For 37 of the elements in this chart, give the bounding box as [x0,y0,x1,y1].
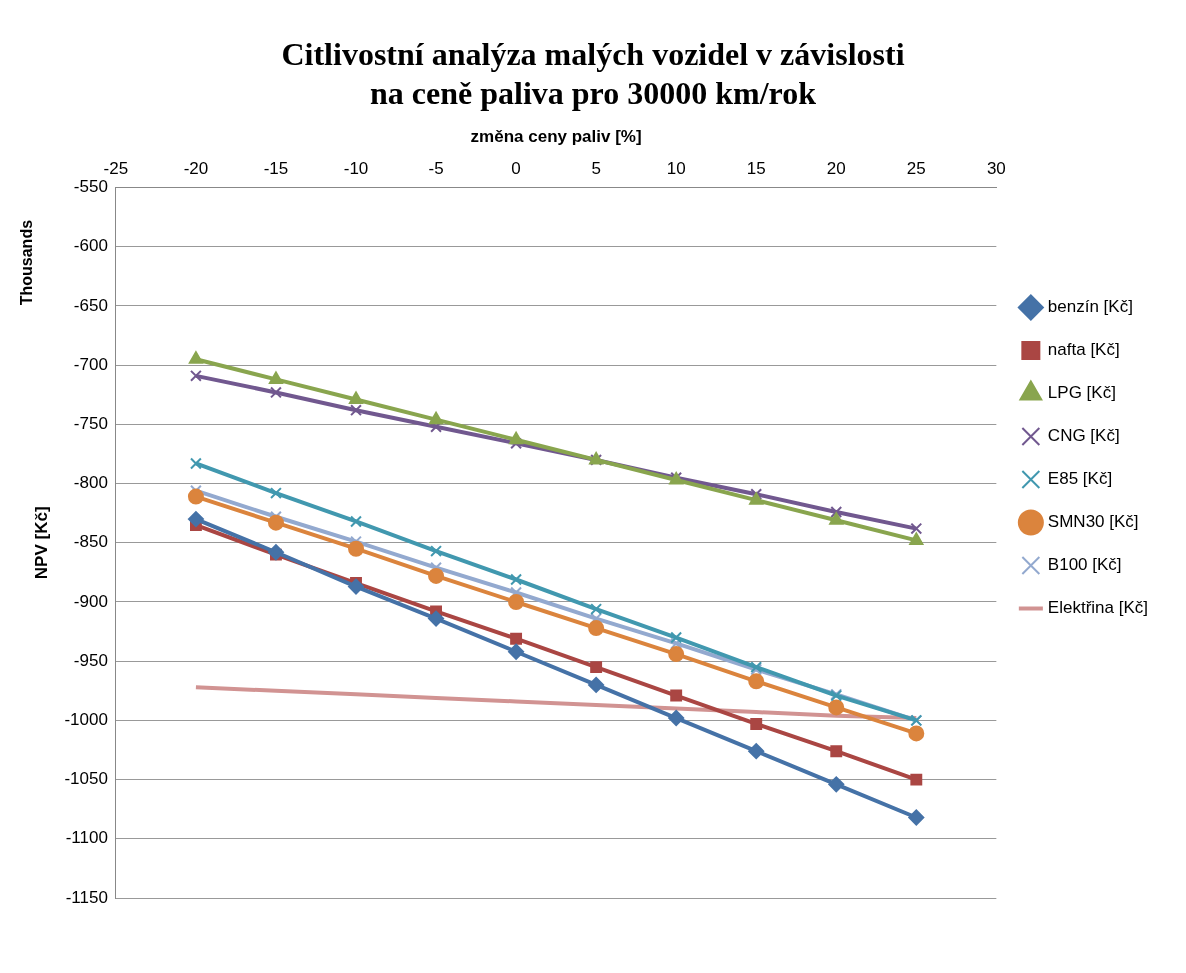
legend-label: CNG [Kč] [1047,426,1120,446]
y-axis-title: NPV [Kč] [31,506,51,580]
x-tick-label: -15 [263,159,289,179]
x-tick-label: -5 [428,159,444,179]
x-tick-label: -20 [183,159,209,179]
x-axis-title: změna ceny paliv [%] [470,126,642,146]
chart-title: Citlivostní analýza malých vozidel v závislosti na ceně paliva pro 30000 km/rok [281,36,905,111]
legend-label: LPG [Kč] [1047,383,1116,403]
y-tick-label: -550 [73,177,108,197]
x-tick-label: -25 [103,159,129,179]
legend-label: benzín [Kč] [1047,297,1133,317]
y-tick-label: -650 [73,295,108,315]
x-tick-label: 0 [511,159,521,179]
y-tick-label: -700 [73,354,108,374]
y-tick-label: -950 [73,650,108,670]
x-tick-label: 5 [591,159,601,179]
text: Thousands [18,219,35,306]
y-tick-label: -1100 [65,828,108,848]
y-tick-label: -1050 [64,769,108,789]
legend-label: Elektřina [Kč] [1047,598,1149,618]
x-tick-label: 15 [746,159,766,179]
y-tick-label: -1000 [64,710,108,730]
y-tick-label: -800 [73,473,108,493]
x-tick-label: 10 [666,159,686,179]
legend-label: B100 [Kč] [1047,555,1122,575]
y-tick-label: -850 [73,532,108,552]
legend-label: SMN30 [Kč] [1047,512,1139,532]
x-tick-label: -10 [343,159,369,179]
legend-label: E85 [Kč] [1047,469,1113,489]
y-tick-label: -1150 [65,887,108,907]
x-tick-label: 25 [906,159,926,179]
y-tick-label: -600 [73,236,108,256]
y-tick-label: -750 [73,414,108,434]
y-tick-label: -900 [73,591,108,611]
x-tick-label: 30 [986,159,1006,179]
x-tick-label: 20 [826,159,846,179]
legend-label: nafta [Kč] [1047,340,1120,360]
